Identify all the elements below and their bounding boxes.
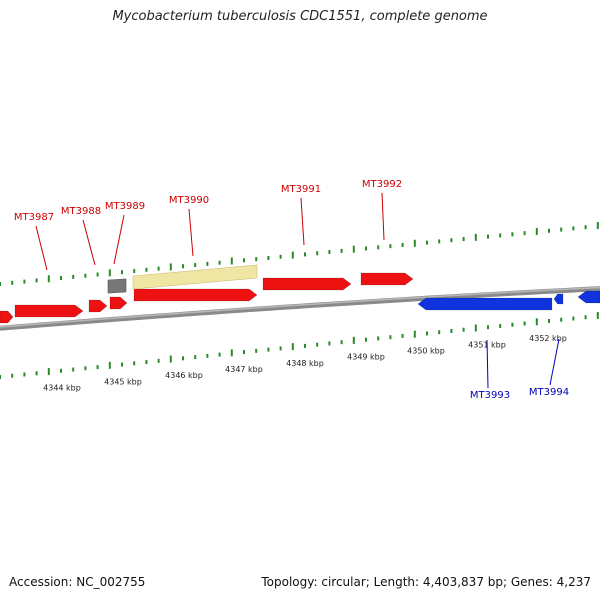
accession-text: Accession: NC_002755 bbox=[9, 575, 146, 589]
scale-label: 4346 kbp bbox=[165, 371, 203, 380]
reverse-gene-arrow bbox=[417, 297, 553, 311]
rna-gene-block bbox=[107, 278, 127, 294]
tick-layer bbox=[0, 222, 599, 379]
map-title: Mycobacterium tuberculosis CDC1551, comp… bbox=[112, 9, 488, 24]
scale-label: 4350 kbp bbox=[407, 347, 445, 356]
gene-label[interactable]: MT3988 bbox=[61, 206, 101, 217]
gene-label-leader-line bbox=[300, 197, 305, 246]
scale-label: 4347 kbp bbox=[225, 365, 263, 374]
label-layer: 4344 kbp 4345 kbp 4346 kbp 4347 kbp 4348 kbp… bbox=[14, 179, 569, 401]
gene-label-leader-line bbox=[35, 225, 48, 271]
gene-label[interactable]: MT3987 bbox=[14, 212, 54, 223]
gene-label[interactable]: MT3992 bbox=[362, 179, 402, 190]
genome-backbone-highlight bbox=[0, 286, 600, 328]
scale-label: 4345 kbp bbox=[104, 378, 142, 387]
gene-label[interactable]: MT3994 bbox=[529, 387, 569, 398]
gene-label[interactable]: MT3989 bbox=[105, 201, 145, 212]
gene-label-leader-line bbox=[82, 219, 96, 266]
forward-gene-arrow bbox=[133, 288, 258, 302]
forward-gene-arrow bbox=[0, 310, 14, 324]
genome-backbone bbox=[0, 286, 600, 331]
forward-gene-arrow bbox=[14, 304, 84, 318]
forward-gene-arrow bbox=[109, 296, 128, 310]
backbone-layer bbox=[0, 286, 600, 331]
gene-label-leader-line bbox=[381, 192, 385, 241]
gene-label-leader-line bbox=[188, 208, 194, 257]
forward-gene-arrow bbox=[88, 299, 108, 313]
scale-label: 4352 kbp bbox=[529, 334, 567, 343]
feature-layer bbox=[0, 264, 600, 324]
scale-label: 4344 kbp bbox=[43, 384, 81, 393]
gene-label[interactable]: MT3990 bbox=[169, 195, 209, 206]
gene-label[interactable]: MT3993 bbox=[470, 390, 510, 401]
region-block bbox=[132, 264, 258, 290]
gene-label-leader-line bbox=[113, 214, 125, 265]
reverse-gene-arrow bbox=[577, 290, 600, 304]
gene-label-leader-line bbox=[549, 338, 560, 386]
scale-label: 4348 kbp bbox=[286, 359, 324, 368]
scale-label: 4349 kbp bbox=[347, 353, 385, 362]
topology-summary-text: Topology: circular; Length: 4,403,837 bp… bbox=[261, 575, 591, 589]
gene-label[interactable]: MT3991 bbox=[281, 184, 321, 195]
gene-label-leader-line bbox=[486, 339, 489, 389]
forward-gene-arrow bbox=[360, 272, 414, 286]
reverse-gene-arrow bbox=[553, 293, 564, 305]
forward-gene-arrow bbox=[262, 277, 352, 291]
